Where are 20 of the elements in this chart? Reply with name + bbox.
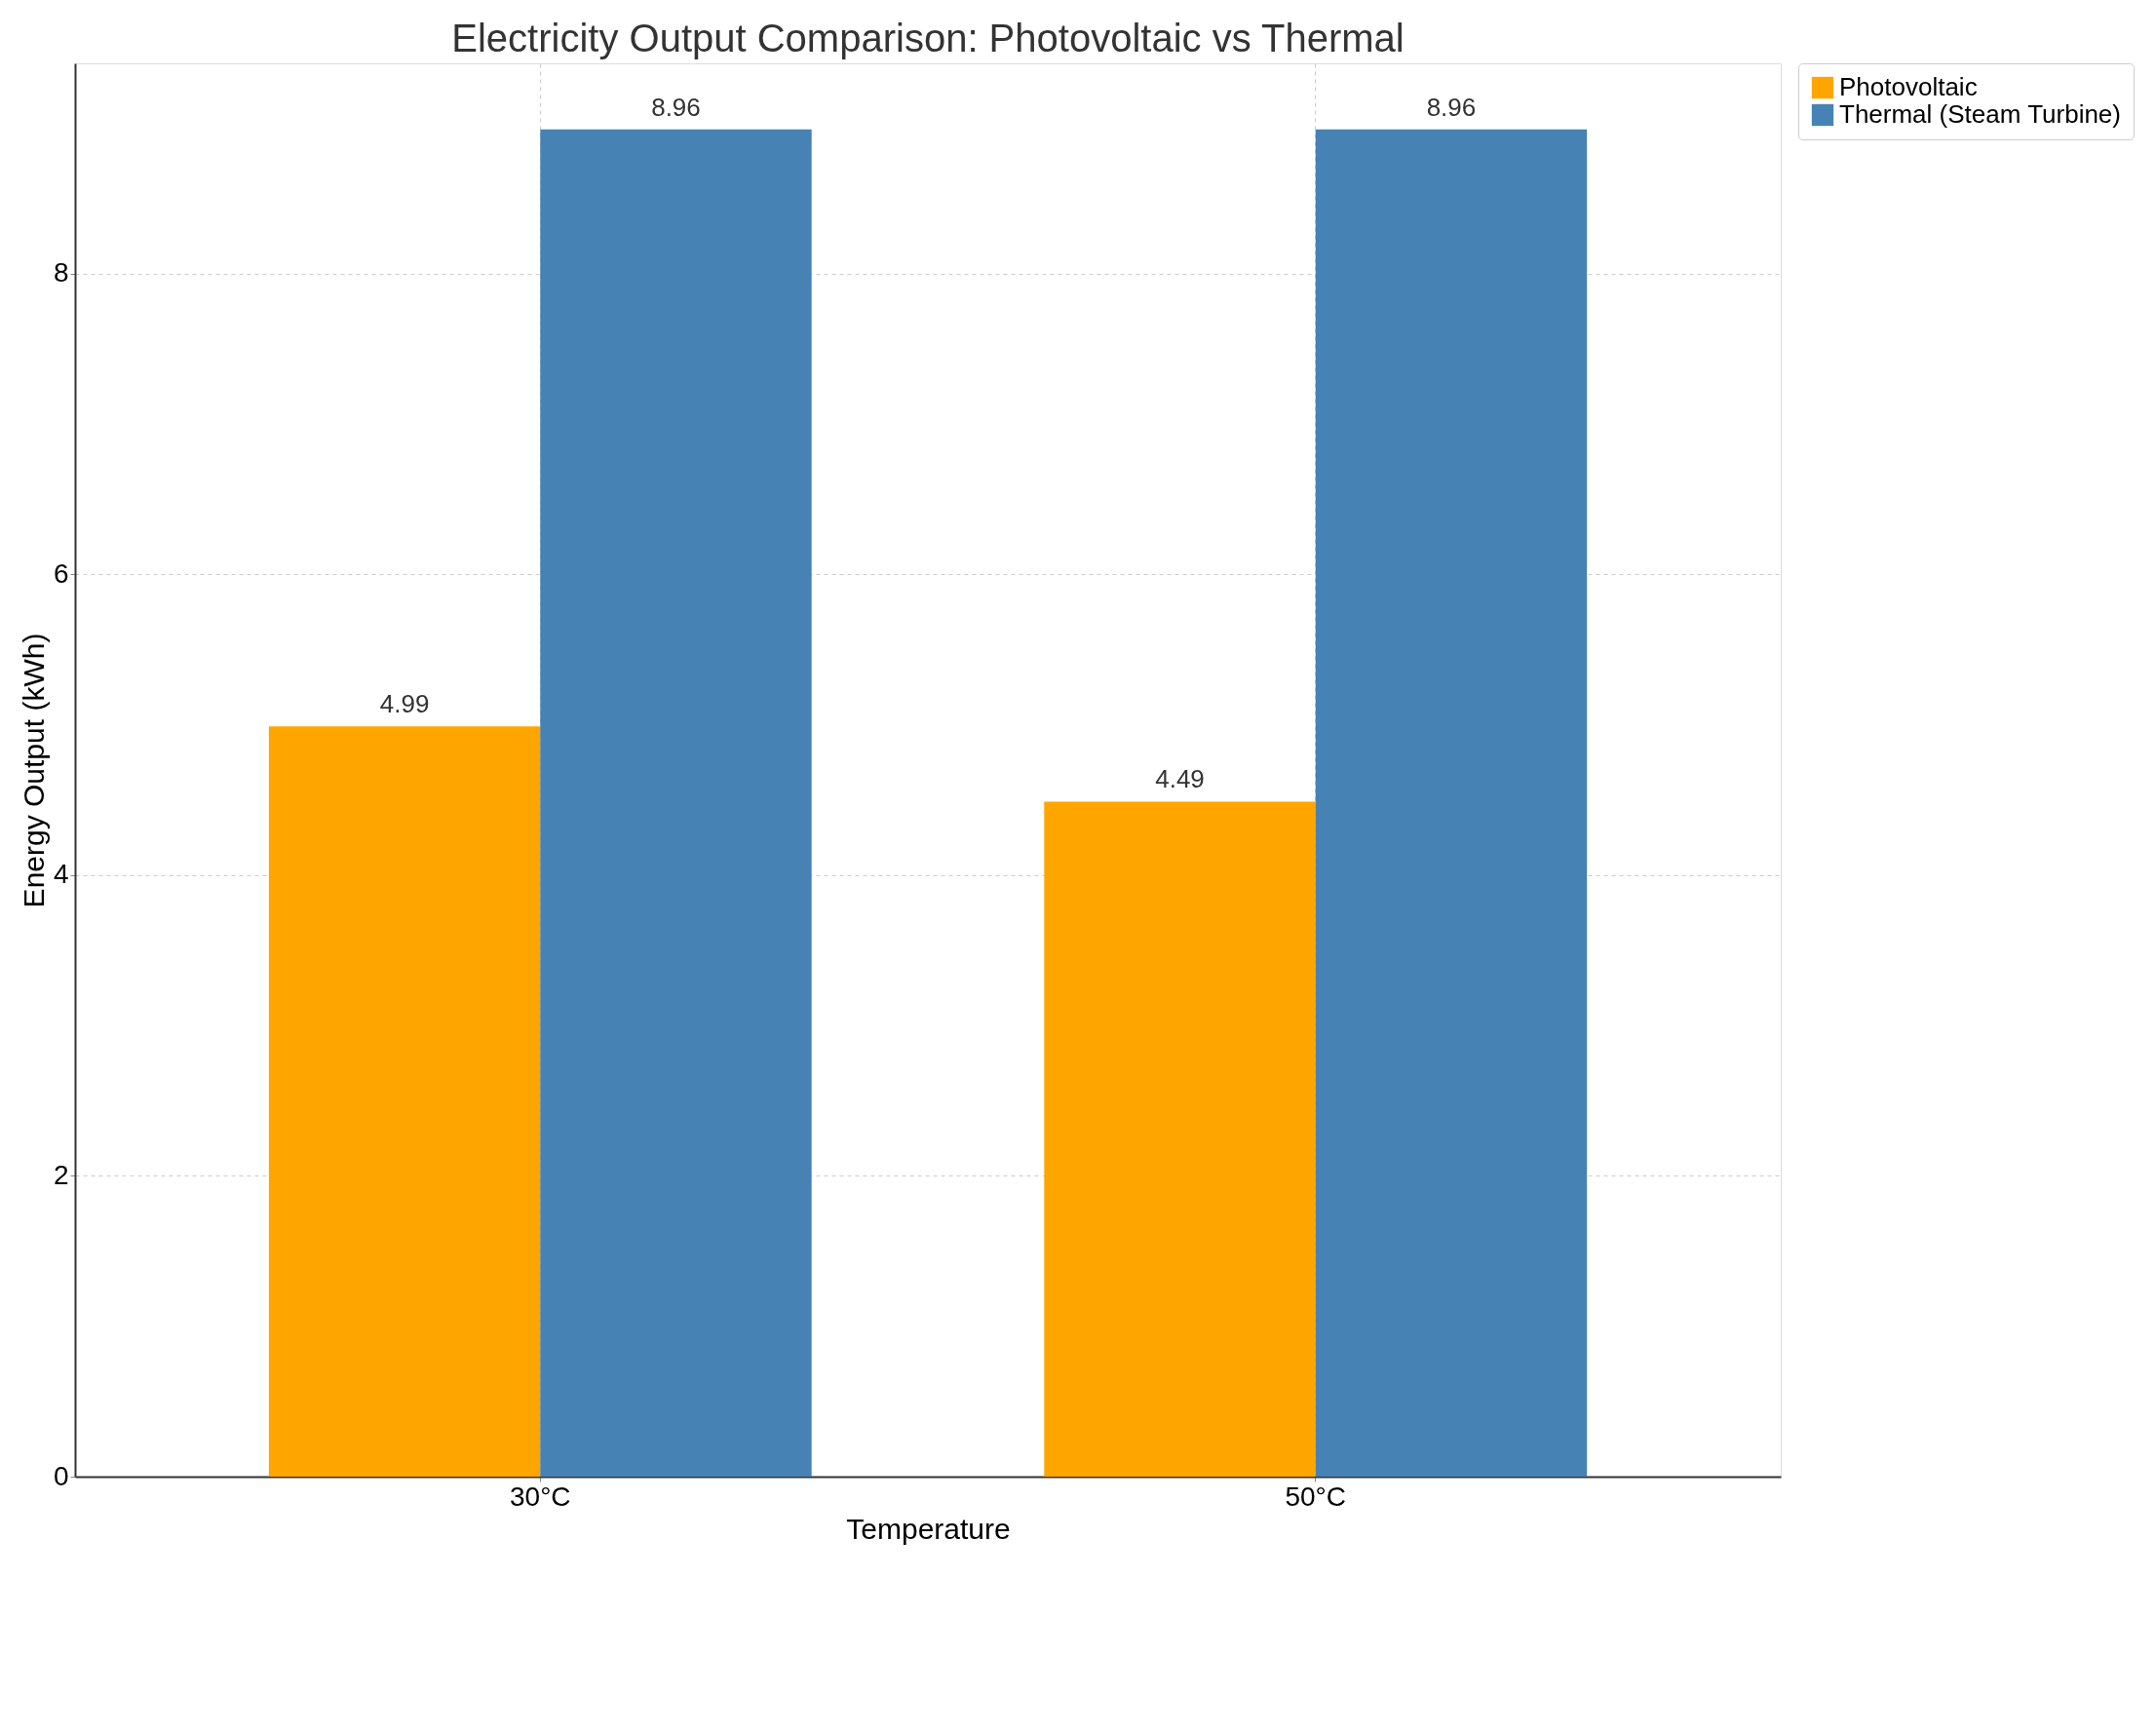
- legend-label: Thermal (Steam Turbine): [1839, 99, 2121, 129]
- y-tick-label: 4: [53, 859, 69, 890]
- y-tick-label: 8: [53, 257, 69, 289]
- data-label: 4.99: [379, 689, 430, 719]
- bar: [1315, 129, 1588, 1477]
- chart-title: Electricity Output Comparison: Photovoltaic vs Thermal: [451, 16, 1405, 59]
- legend-label: Photovoltaic: [1839, 72, 1978, 101]
- x-tick-label: 50°C: [1285, 1481, 1347, 1512]
- bar: [1044, 801, 1316, 1477]
- data-label: 8.96: [651, 92, 701, 122]
- y-tick-label: 6: [53, 558, 69, 589]
- y-tick-label: 0: [53, 1460, 69, 1491]
- y-tick-label: 2: [53, 1159, 69, 1190]
- data-label: 4.49: [1155, 764, 1205, 794]
- x-tick-label: 30°C: [509, 1481, 571, 1512]
- y-axis-title: Energy Output (kWh): [17, 633, 50, 908]
- bar: [268, 726, 541, 1477]
- bar: [540, 129, 812, 1477]
- data-label: 8.96: [1426, 92, 1477, 122]
- x-axis-title: Temperature: [846, 1512, 1011, 1545]
